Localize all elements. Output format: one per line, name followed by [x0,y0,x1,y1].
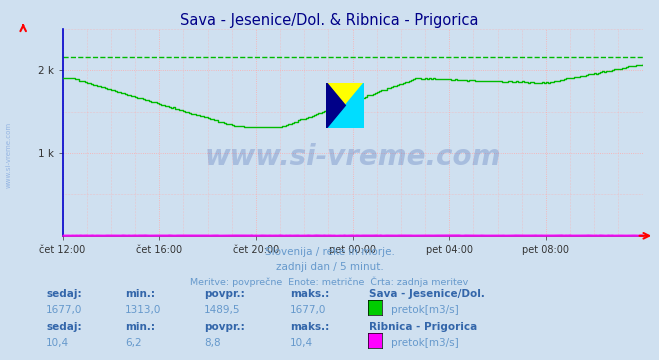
Text: zadnji dan / 5 minut.: zadnji dan / 5 minut. [275,262,384,272]
Text: Meritve: povprečne  Enote: metrične  Črta: zadnja meritev: Meritve: povprečne Enote: metrične Črta:… [190,276,469,287]
Text: povpr.:: povpr.: [204,323,245,333]
Text: 6,2: 6,2 [125,338,142,348]
Text: Ribnica - Prigorica: Ribnica - Prigorica [369,323,477,333]
Text: 1313,0: 1313,0 [125,305,161,315]
Text: min.:: min.: [125,289,156,299]
Text: Slovenija / reke in morje.: Slovenija / reke in morje. [264,247,395,257]
Text: maks.:: maks.: [290,323,330,333]
Text: pretok[m3/s]: pretok[m3/s] [391,305,459,315]
Text: 10,4: 10,4 [46,338,69,348]
Polygon shape [326,83,345,128]
Polygon shape [326,83,364,128]
Text: pretok[m3/s]: pretok[m3/s] [391,338,459,348]
Text: 8,8: 8,8 [204,338,221,348]
Text: maks.:: maks.: [290,289,330,299]
Text: 10,4: 10,4 [290,338,313,348]
Text: sedaj:: sedaj: [46,289,82,299]
Text: 1489,5: 1489,5 [204,305,241,315]
Text: Sava - Jesenice/Dol. & Ribnica - Prigorica: Sava - Jesenice/Dol. & Ribnica - Prigori… [181,13,478,28]
Text: povpr.:: povpr.: [204,289,245,299]
Text: www.si-vreme.com: www.si-vreme.com [5,122,12,188]
Text: sedaj:: sedaj: [46,323,82,333]
Text: min.:: min.: [125,323,156,333]
Text: 1677,0: 1677,0 [290,305,326,315]
Text: 1677,0: 1677,0 [46,305,82,315]
Polygon shape [326,83,364,128]
Text: Sava - Jesenice/Dol.: Sava - Jesenice/Dol. [369,289,485,299]
Text: www.si-vreme.com: www.si-vreme.com [204,143,501,171]
